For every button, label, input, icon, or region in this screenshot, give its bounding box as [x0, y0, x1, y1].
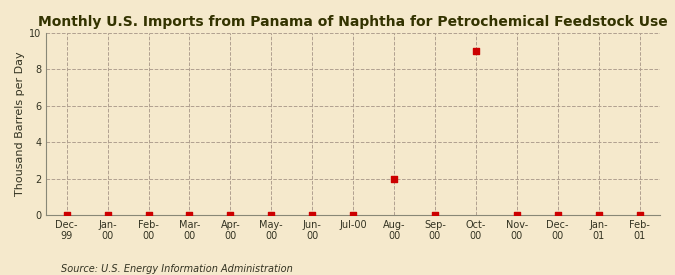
- Point: [389, 177, 400, 181]
- Point: [593, 213, 604, 217]
- Point: [225, 213, 236, 217]
- Point: [634, 213, 645, 217]
- Point: [512, 213, 522, 217]
- Point: [266, 213, 277, 217]
- Point: [102, 213, 113, 217]
- Y-axis label: Thousand Barrels per Day: Thousand Barrels per Day: [15, 52, 25, 196]
- Point: [470, 49, 481, 53]
- Title: Monthly U.S. Imports from Panama of Naphtha for Petrochemical Feedstock Use: Monthly U.S. Imports from Panama of Naph…: [38, 15, 668, 29]
- Point: [429, 213, 440, 217]
- Point: [143, 213, 154, 217]
- Point: [184, 213, 195, 217]
- Point: [61, 213, 72, 217]
- Text: Source: U.S. Energy Information Administration: Source: U.S. Energy Information Administ…: [61, 264, 292, 274]
- Point: [307, 213, 318, 217]
- Point: [552, 213, 563, 217]
- Point: [348, 213, 358, 217]
